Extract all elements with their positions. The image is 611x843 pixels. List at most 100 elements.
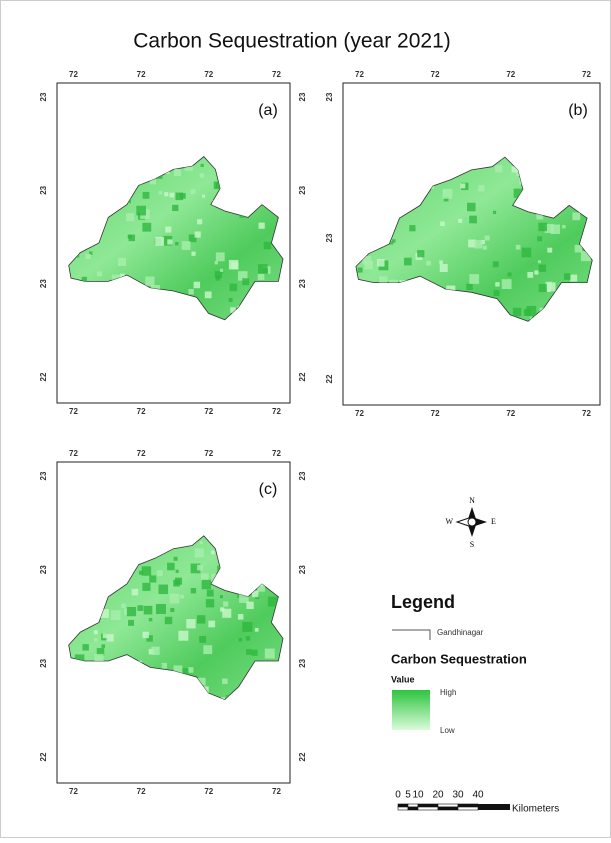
- top-coord-label: 72: [204, 449, 213, 458]
- scale-segment: [407, 806, 419, 811]
- pixel-patch: [196, 615, 206, 624]
- scale-tick-label: 30: [452, 790, 464, 801]
- scale-segment: [407, 803, 419, 808]
- pixel-patch: [242, 278, 250, 286]
- pixel-patch: [512, 307, 522, 317]
- pixel-patch: [180, 193, 186, 199]
- scale-segment: [437, 806, 459, 811]
- pixel-patch: [538, 283, 547, 293]
- bottom-coord-label: 72: [204, 407, 213, 416]
- pixel-patch: [102, 633, 108, 639]
- pixel-patch: [142, 582, 151, 591]
- scale-segment: [457, 803, 479, 808]
- color-ramp: [392, 690, 430, 730]
- pixel-patch: [94, 638, 98, 642]
- pixel-patch: [167, 562, 175, 571]
- top-coord-label: 72: [355, 70, 364, 79]
- layer-title: Carbon Sequestration: [391, 651, 527, 666]
- right-coord-label: 23: [298, 565, 307, 574]
- bottom-coord-label: 72: [69, 407, 78, 416]
- high-label: High: [440, 688, 456, 697]
- right-coord-label: 23: [298, 471, 307, 480]
- right-coord-label: 22: [298, 752, 307, 761]
- pixel-patch: [246, 649, 252, 655]
- panel-label: (a): [258, 102, 278, 119]
- pixel-patch: [237, 614, 244, 620]
- pixel-patch: [466, 283, 473, 290]
- pixel-patch: [364, 260, 373, 270]
- pixel-patch: [201, 573, 209, 581]
- pixel-patch: [264, 648, 275, 659]
- bottom-coord-label: 72: [204, 787, 213, 796]
- pixel-patch: [106, 634, 114, 642]
- pixel-patch: [197, 564, 203, 571]
- top-coord-label: 72: [431, 70, 440, 79]
- pixel-patch: [88, 251, 93, 255]
- legend-title: Legend: [391, 592, 455, 612]
- pixel-patch: [149, 178, 157, 185]
- top-coord-label: 72: [582, 70, 591, 79]
- pixel-patch: [474, 240, 483, 249]
- pixel-patch: [550, 224, 561, 234]
- pixel-patch: [142, 222, 152, 232]
- pixel-patch: [357, 267, 363, 273]
- pixel-patch: [257, 264, 268, 274]
- pixel-patch: [492, 261, 499, 268]
- pixel-patch: [263, 241, 272, 250]
- pixel-patch: [126, 606, 137, 617]
- pixel-patch: [141, 566, 152, 576]
- pixel-patch: [82, 644, 89, 651]
- pixel-patch: [221, 697, 225, 700]
- pixel-patch: [188, 288, 194, 295]
- pixel-patch: [142, 631, 149, 639]
- pixel-patch: [495, 282, 500, 287]
- pixel-patch: [127, 234, 132, 239]
- pixel-patch: [562, 224, 566, 229]
- pixel-patch: [158, 190, 163, 195]
- left-coord-label: 23: [325, 233, 334, 242]
- panel-label: (b): [568, 102, 588, 119]
- pixel-patch: [199, 540, 204, 545]
- left-coord-label: 22: [325, 374, 334, 383]
- pixel-patch: [228, 259, 239, 270]
- pixel-patch: [110, 610, 121, 620]
- scale-tick-label: 40: [472, 790, 484, 801]
- pixel-patch: [546, 282, 556, 292]
- pixel-patch: [211, 550, 215, 555]
- pixel-patch: [214, 271, 222, 279]
- pixel-patch: [155, 236, 165, 246]
- right-coord-label: 23: [298, 279, 307, 288]
- pixel-patch: [501, 279, 512, 290]
- left-coord-label: 23: [39, 471, 48, 480]
- scale-segment: [437, 803, 459, 808]
- pixel-patch: [121, 603, 126, 608]
- pixel-patch: [131, 588, 139, 596]
- compass: N S E W: [445, 496, 496, 549]
- pixel-patch: [574, 244, 583, 253]
- pixel-patch: [547, 247, 553, 253]
- pixel-patch: [169, 593, 180, 604]
- pixel-patch: [219, 268, 224, 272]
- compass-s: S: [470, 540, 474, 549]
- pixel-patch: [101, 644, 106, 648]
- pixel-patch: [523, 308, 531, 316]
- pixel-patch: [190, 189, 196, 194]
- pixel-patch: [200, 163, 204, 168]
- pixel-patch: [478, 185, 485, 192]
- pixel-patch: [155, 604, 166, 615]
- top-coord-label: 72: [69, 70, 78, 79]
- compass-n: N: [469, 496, 475, 505]
- right-coord-label: 23: [298, 658, 307, 667]
- right-coord-label: 22: [298, 372, 307, 381]
- pixel-patch: [215, 182, 222, 189]
- pixel-patch: [145, 276, 155, 286]
- pixel-patch: [201, 579, 212, 590]
- scale-segment: [397, 806, 409, 811]
- pixel-patch: [228, 297, 233, 302]
- pixel-patch: [467, 202, 476, 212]
- pixel-patch: [191, 251, 196, 256]
- pixel-patch: [527, 272, 534, 278]
- pixel-patch: [440, 221, 445, 227]
- left-coord-label: 23: [39, 279, 48, 288]
- left-coord-label: 22: [39, 372, 48, 381]
